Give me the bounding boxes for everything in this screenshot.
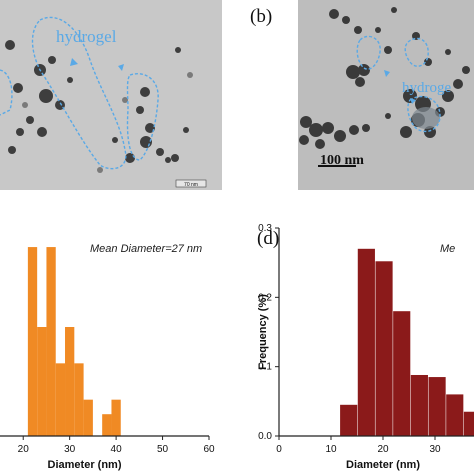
hydrogel-arrow-b2 <box>410 98 416 104</box>
tem-image-a-canvas: hydrogel 70 nm <box>0 0 222 190</box>
hydrogel-outline-a3 <box>0 69 13 116</box>
hydrogel-arrow-a1 <box>70 58 78 66</box>
tem-a-light-particles <box>22 72 193 173</box>
histogram-bar <box>463 411 474 436</box>
hydrogel-outline-a2 <box>126 73 159 161</box>
histogram-bar <box>357 248 375 436</box>
x-tick-label: 60 <box>203 444 215 455</box>
histogram-bar <box>375 261 393 436</box>
panel-label: (d) <box>257 228 279 249</box>
histogram-bar <box>83 399 93 436</box>
histogram-bar <box>102 414 112 436</box>
x-tick-label: 50 <box>157 444 169 455</box>
x-tick-label: 30 <box>64 444 76 455</box>
x-tick-label: 10 <box>325 444 337 455</box>
y-axis-label: Frequency (%) <box>257 294 269 370</box>
scale-bar-box-a <box>175 179 207 188</box>
hydrogel-arrow-b1 <box>384 70 390 77</box>
histogram-bar <box>46 247 56 436</box>
y-tick-label: 0.0 <box>258 431 272 442</box>
tem-image-b-canvas: hydroge 100 nm <box>298 0 474 190</box>
histogram-bar <box>446 394 464 436</box>
histogram-bar <box>340 404 358 436</box>
tem-image-a: hydrogel 70 nm <box>0 0 222 190</box>
histogram-bar <box>65 327 75 436</box>
histogram-bar <box>74 363 84 436</box>
histogram-bar <box>410 374 428 436</box>
histogram-bar <box>55 363 66 436</box>
x-tick-label: 0 <box>276 444 282 455</box>
scale-bar-text-a: 70 nm <box>184 182 198 188</box>
hydrogel-outline-b2 <box>404 37 429 67</box>
mean-diameter-annotation: Mean Diameter=27 nm <box>90 243 202 255</box>
histogram-bar <box>111 399 121 436</box>
x-axis-label: Diameter (nm) <box>346 459 420 471</box>
y-tick-label: 0.2 <box>258 292 272 303</box>
x-tick-label: 20 <box>18 444 30 455</box>
hydrogel-blob-b <box>412 107 440 129</box>
histogram-bar <box>428 377 446 436</box>
x-tick-label: 20 <box>377 444 389 455</box>
x-tick-label: 30 <box>429 444 441 455</box>
histogram-c: 20 30 40 50 60 Diameter (nm) Mean Diameter=27 … <box>0 243 215 471</box>
tem-image-b: hydroge 100 nm <box>298 0 474 190</box>
hydrogel-outline-a1 <box>31 16 127 170</box>
histogram-bar <box>393 311 411 436</box>
histogram-bar <box>27 247 38 436</box>
y-tick-label: 0.1 <box>258 362 272 373</box>
hydrogel-label-b: hydroge <box>402 80 451 96</box>
hydrogel-outline-b1 <box>356 35 381 70</box>
hydrogel-outline-b3 <box>407 95 441 133</box>
x-tick-label: 40 <box>111 444 123 455</box>
y-tick-label: 0.3 <box>258 223 272 234</box>
scale-bar-text-b: 100 nm <box>320 153 364 168</box>
mean-diameter-annotation: Me <box>440 243 455 255</box>
histogram-d: 0 10 20 30 0.0 0.1 0.2 0.3 Diameter (nm) Frequenc… <box>257 223 474 471</box>
tem-a-background <box>0 0 222 190</box>
x-axis-label: Diameter (nm) <box>48 459 122 471</box>
panel-label-b: (b) <box>250 6 273 27</box>
hydrogel-arrow-a2 <box>118 64 124 71</box>
hydrogel-label-a: hydrogel <box>56 27 117 46</box>
histogram-bar <box>37 327 47 436</box>
